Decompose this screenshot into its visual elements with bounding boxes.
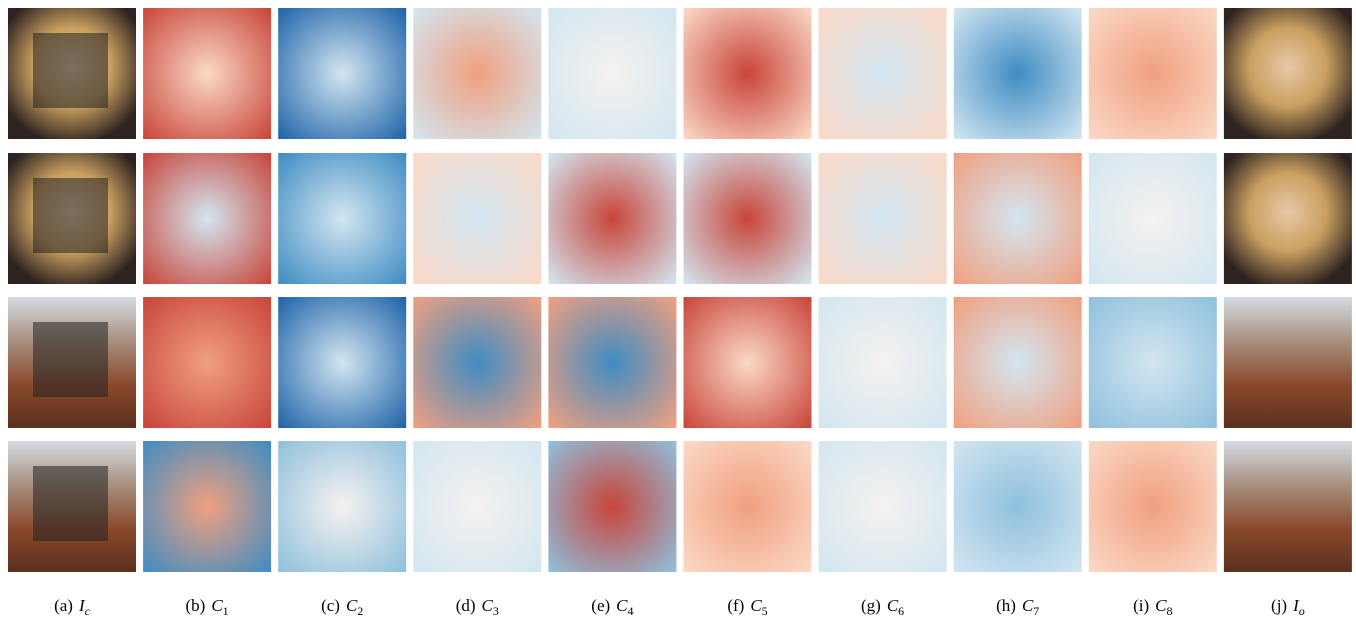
image-panel bbox=[1224, 153, 1352, 284]
caption: (c) C2 bbox=[321, 596, 363, 618]
image-panel bbox=[684, 441, 812, 572]
caption-tag: (j) bbox=[1271, 596, 1287, 615]
image-panel bbox=[684, 153, 812, 284]
image-panel bbox=[1089, 441, 1217, 572]
caption: (h) C7 bbox=[996, 596, 1039, 618]
caption-subscript: 6 bbox=[898, 604, 904, 618]
image-panel bbox=[548, 153, 676, 284]
image-panel bbox=[143, 8, 271, 139]
image-panel bbox=[143, 441, 271, 572]
caption: (f) C5 bbox=[727, 596, 767, 618]
caption-symbol: C bbox=[211, 596, 223, 615]
occlusion bbox=[33, 33, 108, 108]
image-panel bbox=[1089, 297, 1217, 428]
image-panel bbox=[413, 153, 541, 284]
caption-symbol: C bbox=[346, 596, 358, 615]
caption-tag: (d) bbox=[456, 596, 476, 615]
image-panel bbox=[413, 441, 541, 572]
image-panel bbox=[548, 297, 676, 428]
image-panel bbox=[684, 297, 812, 428]
image-panel bbox=[819, 441, 947, 572]
caption-subscript: 4 bbox=[628, 604, 634, 618]
caption-tag: (e) bbox=[591, 596, 610, 615]
image-panel bbox=[1089, 153, 1217, 284]
caption-tag: (b) bbox=[186, 596, 206, 615]
image-panel bbox=[143, 153, 271, 284]
image-panel bbox=[1224, 441, 1352, 572]
image-panel bbox=[1089, 8, 1217, 139]
image-panel bbox=[819, 8, 947, 139]
caption-subscript: 7 bbox=[1033, 604, 1039, 618]
caption-tag: (h) bbox=[996, 596, 1016, 615]
caption-tag: (a) bbox=[54, 596, 73, 615]
image-panel bbox=[278, 153, 406, 284]
occlusion bbox=[33, 466, 108, 541]
image-panel bbox=[143, 297, 271, 428]
caption: (a)Ic bbox=[54, 596, 91, 618]
caption: (e) C4 bbox=[591, 596, 633, 618]
image-panel bbox=[413, 8, 541, 139]
image-panel bbox=[1224, 297, 1352, 428]
caption-subscript: 5 bbox=[762, 604, 768, 618]
caption: (d) C3 bbox=[456, 596, 499, 618]
image-panel bbox=[413, 297, 541, 428]
occlusion bbox=[33, 178, 108, 253]
caption-subscript: 1 bbox=[223, 604, 229, 618]
image-panel bbox=[1224, 8, 1352, 139]
image-panel bbox=[278, 8, 406, 139]
caption-symbol: C bbox=[482, 596, 494, 615]
occlusion bbox=[33, 322, 108, 397]
caption: (g) C6 bbox=[861, 596, 904, 618]
image-panel bbox=[548, 441, 676, 572]
caption-tag: (f) bbox=[727, 596, 744, 615]
caption-subscript: o bbox=[1299, 604, 1305, 618]
figure: (a)Ic(b)C1(c)C2(d)C3(e)C4(f)C5(g)C6(h)C7… bbox=[0, 0, 1356, 621]
image-panel bbox=[819, 153, 947, 284]
image-panel bbox=[954, 441, 1082, 572]
caption: (j)Io bbox=[1271, 596, 1305, 618]
image-panel bbox=[954, 297, 1082, 428]
caption-symbol: C bbox=[750, 596, 762, 615]
caption-subscript: 8 bbox=[1166, 604, 1172, 618]
caption-symbol: C bbox=[1155, 596, 1167, 615]
caption-tag: (g) bbox=[861, 596, 881, 615]
caption-subscript: 3 bbox=[493, 604, 499, 618]
caption-subscript: 2 bbox=[357, 604, 363, 618]
caption-subscript: c bbox=[85, 604, 91, 618]
caption: (i) C8 bbox=[1133, 596, 1172, 618]
caption-tag: (c) bbox=[321, 596, 340, 615]
caption-tag: (i) bbox=[1133, 596, 1149, 615]
image-panel bbox=[954, 8, 1082, 139]
caption-symbol: C bbox=[1022, 596, 1034, 615]
image-panel bbox=[278, 441, 406, 572]
image-panel bbox=[819, 297, 947, 428]
image-panel bbox=[278, 297, 406, 428]
caption-symbol: C bbox=[887, 596, 899, 615]
image-panel bbox=[954, 153, 1082, 284]
image-panel bbox=[684, 8, 812, 139]
caption-symbol: C bbox=[616, 596, 628, 615]
caption: (b) C1 bbox=[186, 596, 229, 618]
image-panel bbox=[548, 8, 676, 139]
